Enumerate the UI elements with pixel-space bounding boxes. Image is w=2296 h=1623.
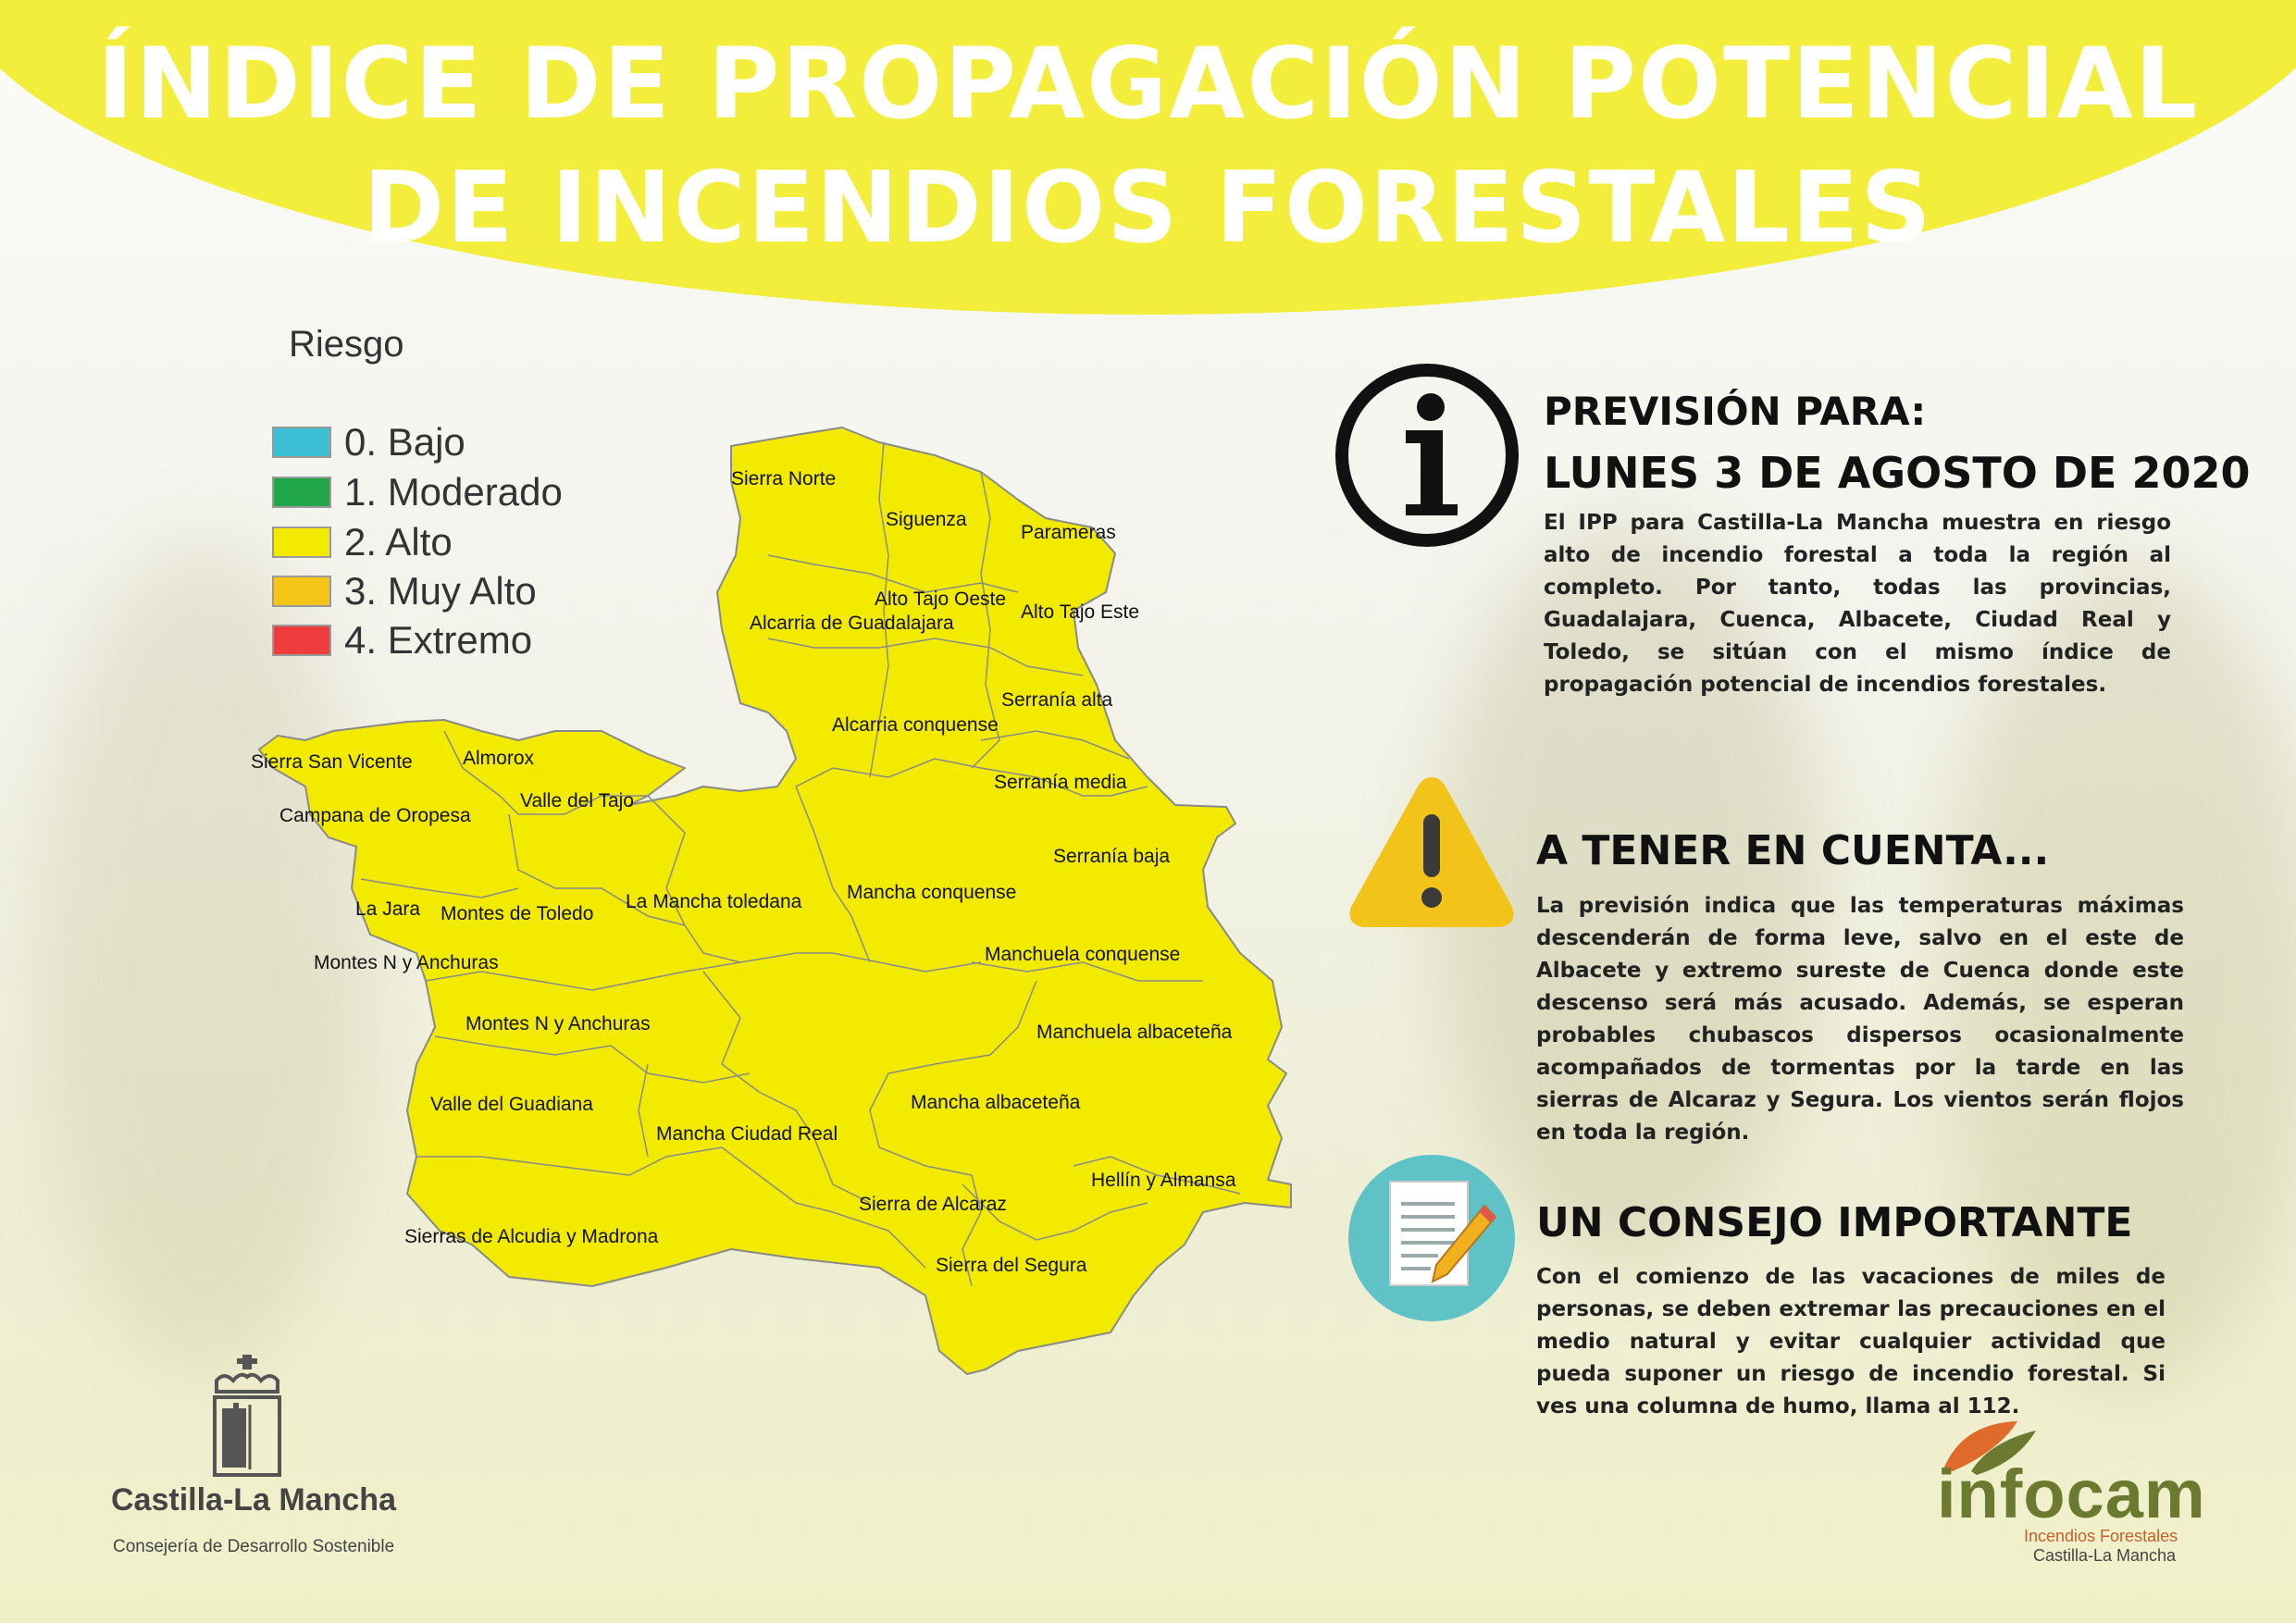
legend-label: 3. Muy Alto — [344, 569, 537, 613]
region-label: Alto Tajo Este — [1021, 601, 1139, 623]
legend-item-muy-alto: 3. Muy Alto — [272, 569, 537, 613]
region-label: Manchuela conquense — [985, 944, 1180, 965]
legend-swatch — [272, 625, 331, 656]
legend-item-moderado: 1. Moderado — [272, 470, 563, 514]
legend-swatch — [272, 527, 331, 558]
region-label: Serranía media — [994, 772, 1127, 793]
region-label: Sierra de Alcaraz — [859, 1194, 1007, 1215]
region-label: Serranía alta — [1001, 689, 1113, 711]
infocam-sub-1: Incendios Forestales — [2024, 1527, 2178, 1545]
forecast-heading: PREVISIÓN PARA: — [1544, 389, 1927, 434]
legend-label: 1. Moderado — [344, 470, 563, 514]
region-label: Mancha conquense — [847, 882, 1016, 903]
region-label: Hellín y Almansa — [1091, 1170, 1236, 1191]
legend-label: 2. Alto — [344, 520, 453, 564]
legend-title: Riesgo — [289, 324, 404, 365]
region-label: Mancha Ciudad Real — [656, 1123, 838, 1145]
legend-label: 0. Bajo — [344, 420, 465, 464]
legend-swatch — [272, 427, 331, 458]
region-label: Mancha albaceteña — [911, 1092, 1081, 1113]
notice-text: La previsión indica que las temperaturas… — [1536, 894, 2184, 1145]
region-label: Serranía baja — [1053, 846, 1170, 867]
castilla-la-mancha-emblem — [213, 1355, 281, 1477]
region-label: Valle del Tajo — [520, 790, 634, 812]
gov-name: Castilla-La Mancha — [111, 1482, 396, 1518]
legend-label: 4. Extremo — [344, 618, 533, 662]
page-title-line-2: DE INCENDIOS FORESTALES — [363, 151, 1933, 265]
info-icon — [1335, 364, 1519, 547]
advice-heading: UN CONSEJO IMPORTANTE — [1536, 1199, 2133, 1246]
map-labels: Sierra Norte Siguenza Parameras Alto Taj… — [251, 468, 1236, 1276]
region-label: Valle del Guadiana — [430, 1094, 593, 1115]
region-label: Campana de Oropesa — [279, 805, 471, 826]
region-label: Sierra del Segura — [936, 1255, 1087, 1276]
region-label: Alcarria de Guadalajara — [750, 613, 954, 634]
forecast-date: LUNES 3 DE AGOSTO DE 2020 — [1544, 448, 2251, 498]
map-borders — [360, 441, 1241, 1287]
infocam-brand: infocam — [1937, 1456, 2206, 1532]
notice-heading: A TENER EN CUENTA... — [1536, 827, 2050, 874]
region-label: Montes de Toledo — [441, 903, 593, 924]
region-label: Almorox — [463, 748, 535, 769]
page-title-line-1: ÍNDICE DE PROPAGACIÓN POTENCIAL — [96, 27, 2200, 141]
region-label: Montes N y Anchuras — [465, 1013, 651, 1035]
region-label: Alcarria conquense — [832, 714, 999, 736]
region-label: Sierras de Alcudia y Madrona — [404, 1226, 659, 1247]
legend-item-alto: 2. Alto — [272, 520, 453, 564]
document-icon — [1348, 1155, 1515, 1321]
forecast-text: El IPP para Castilla-La Mancha muestra e… — [1544, 511, 2171, 697]
infocam-leaf-icon — [1943, 1421, 2036, 1475]
advice-text: Con el comienzo de las vacaciones de mil… — [1536, 1265, 2166, 1419]
warning-icon — [1349, 777, 1514, 927]
legend-item-extremo: 4. Extremo — [272, 618, 533, 662]
background-blur — [37, 537, 370, 1369]
legend-item-bajo: 0. Bajo — [272, 420, 465, 464]
infocam-sub-2: Castilla-La Mancha — [2033, 1546, 2177, 1565]
region-label: La Mancha toledana — [626, 891, 802, 912]
region-label: Alto Tajo Oeste — [875, 588, 1006, 610]
region-label: Sierra Norte — [731, 468, 836, 489]
legend-swatch — [272, 576, 331, 607]
region-label: Montes N y Anchuras — [314, 952, 499, 973]
background-blur — [1943, 555, 2296, 1388]
region-label: Parameras — [1021, 522, 1116, 543]
legend-swatch — [272, 477, 331, 508]
gov-dept: Consejería de Desarrollo Sostenible — [113, 1537, 395, 1556]
region-label: Siguenza — [886, 509, 967, 530]
region-label: Sierra San Vicente — [251, 751, 413, 773]
region-label: La Jara — [355, 898, 420, 920]
region-label: Manchuela albaceteña — [1036, 1022, 1233, 1043]
map-shape — [258, 427, 1292, 1375]
